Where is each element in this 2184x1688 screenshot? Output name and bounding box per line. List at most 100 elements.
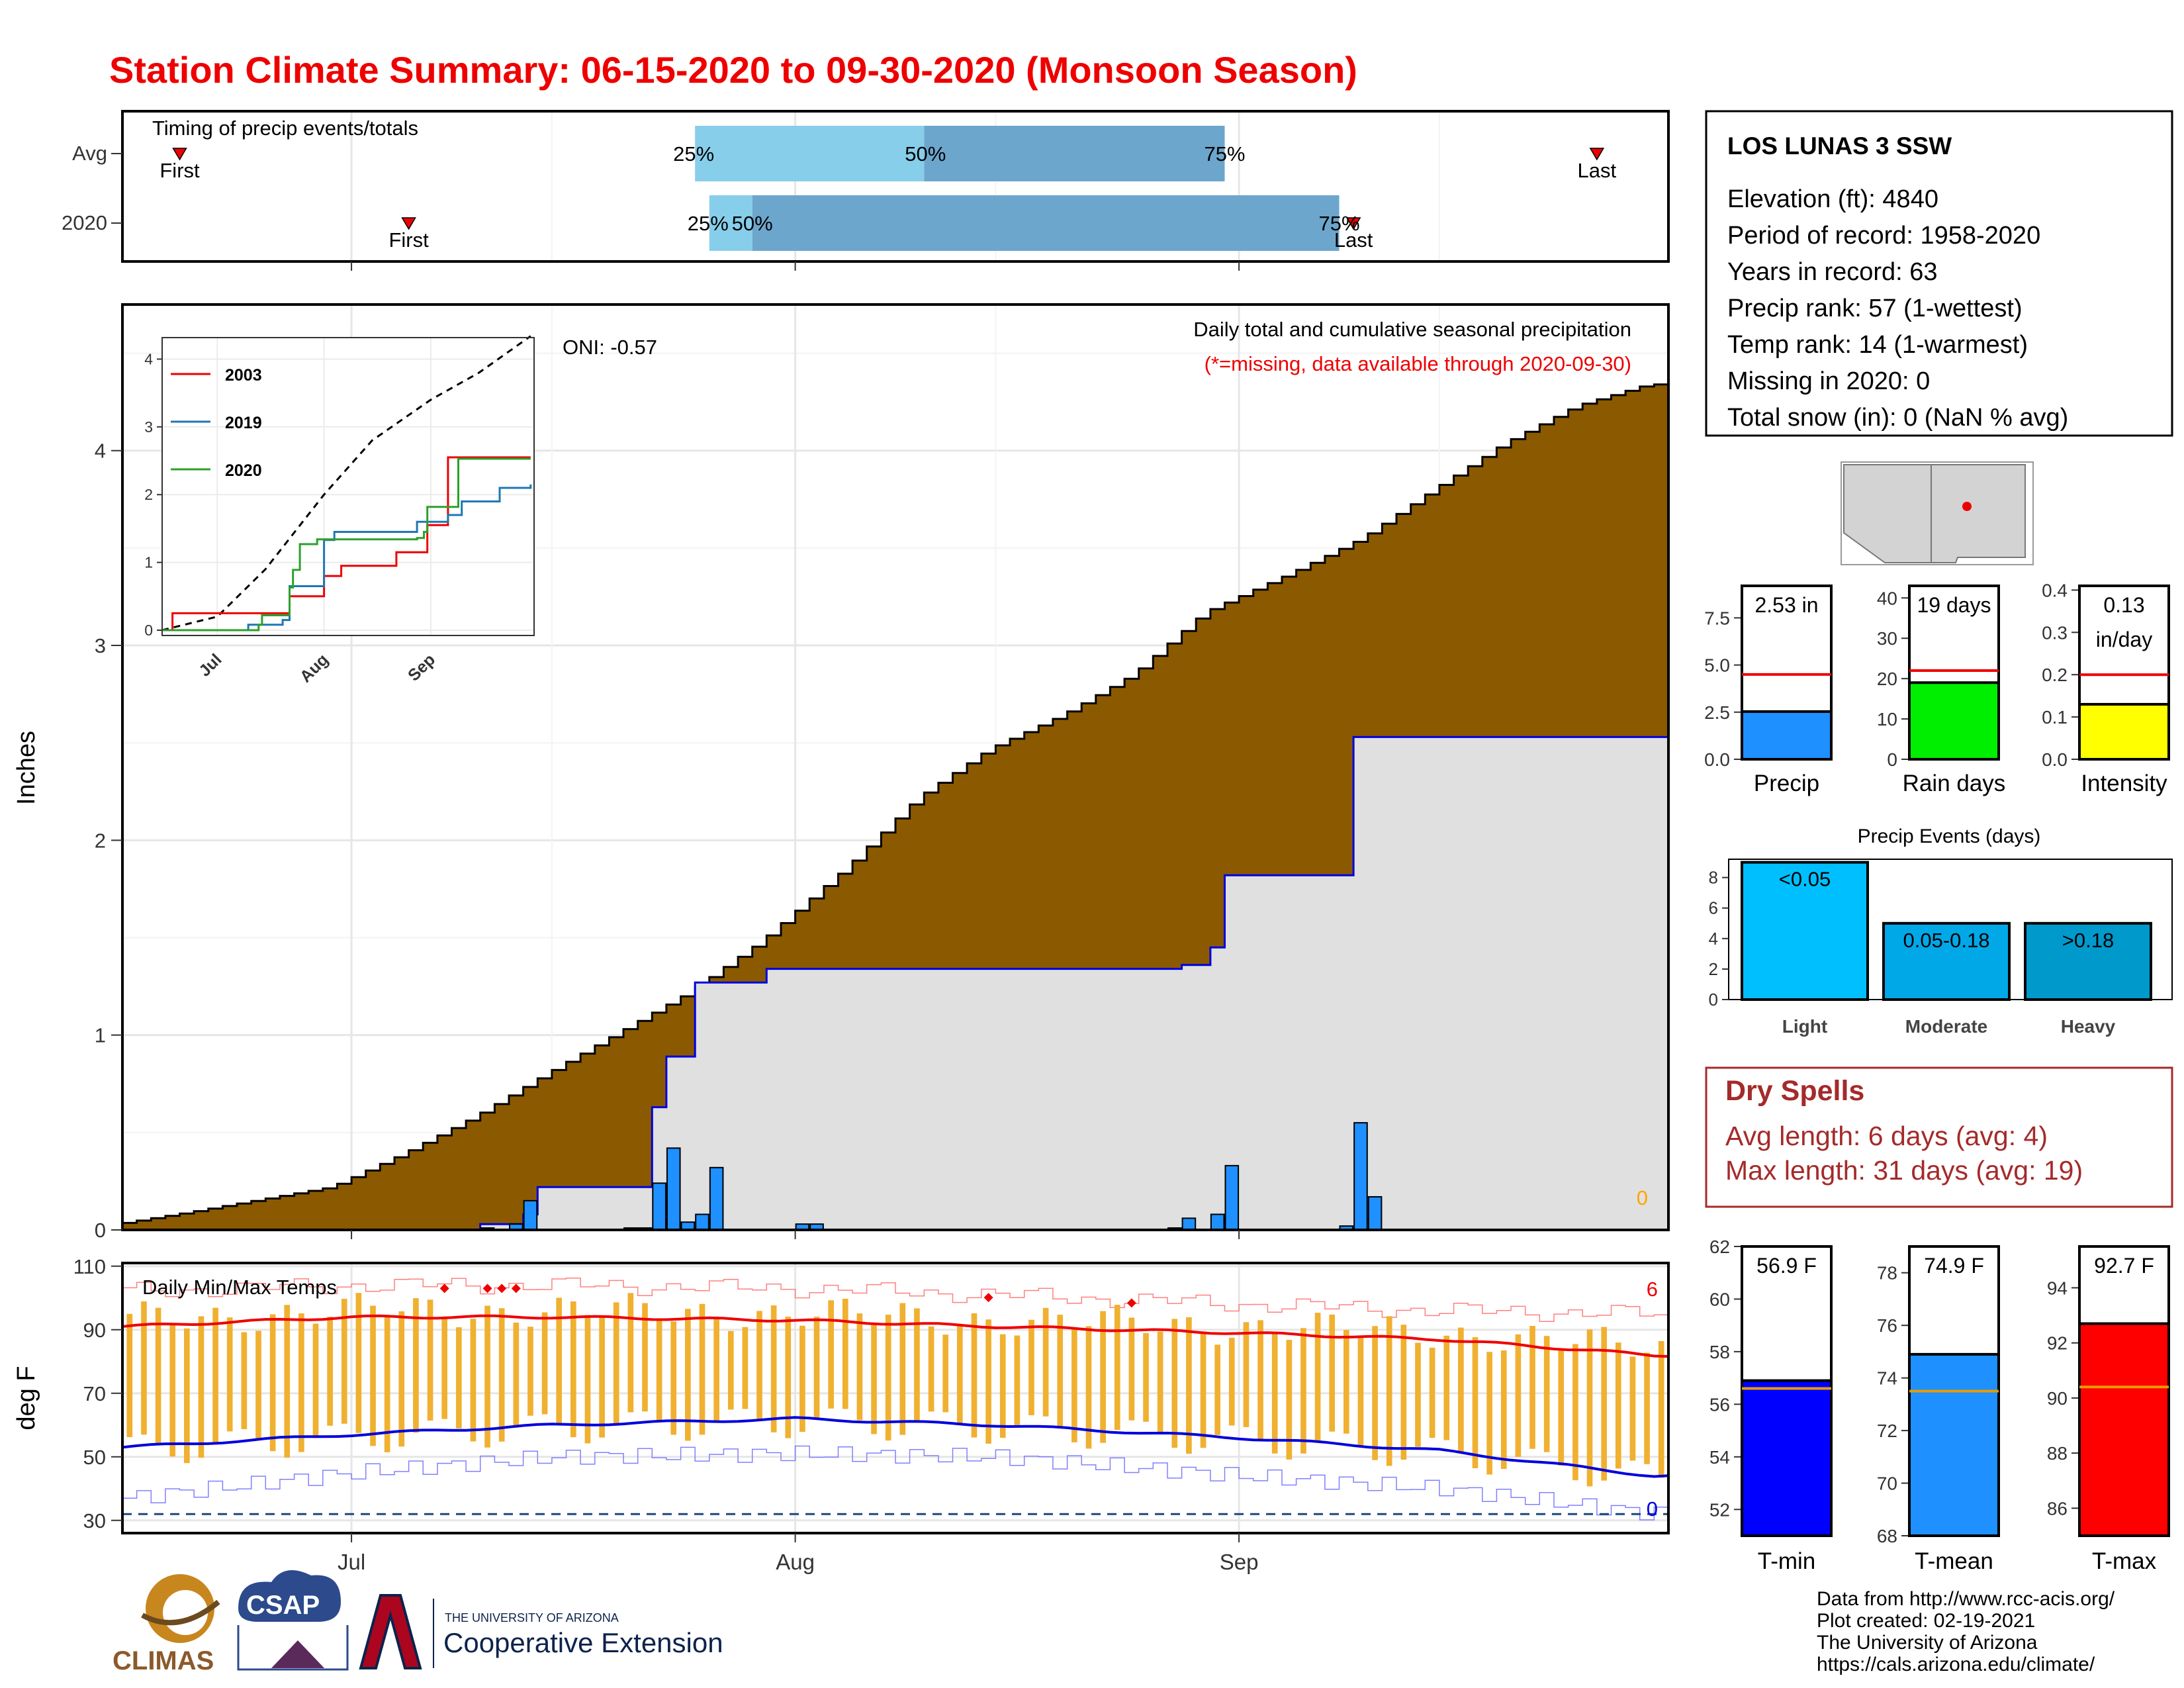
events-ytick-label: 6 bbox=[1709, 898, 1718, 918]
timing-2020-last-label: Last bbox=[1334, 228, 1373, 252]
daily-temp-bar bbox=[642, 1303, 648, 1412]
daily-temp-bar bbox=[355, 1293, 362, 1433]
station-period: Period of record: 1958-2020 bbox=[1727, 222, 2040, 250]
daily-temp-bar bbox=[656, 1319, 662, 1422]
precip-event-bar-heavy bbox=[2024, 921, 2152, 1001]
footer-university: The University of Arizona bbox=[1817, 1632, 2038, 1654]
temp-ytick-label: 50 bbox=[83, 1446, 106, 1469]
summary-bar-1-value-label: 19 days bbox=[1917, 593, 1991, 617]
temp-summary-bar-0-value-bar bbox=[1741, 1379, 1833, 1538]
timing-avg-p25-label: 25% bbox=[673, 142, 714, 165]
daily-temp-bar bbox=[1515, 1334, 1522, 1457]
daily-temp-bar bbox=[1042, 1307, 1049, 1417]
inset-legend-2020: 2020 bbox=[225, 461, 262, 480]
daily-temp-bar bbox=[1400, 1325, 1407, 1460]
footer-data-source: Data from http://www.rcc-acis.org/ bbox=[1817, 1588, 2115, 1610]
temp-summary-bar-2-ytick-label: 92 bbox=[2047, 1333, 2068, 1354]
dry-spells-title: Dry Spells bbox=[1725, 1075, 1864, 1107]
daily-precip-bar bbox=[1210, 1213, 1225, 1231]
timing-row-label-avg: Avg bbox=[72, 142, 107, 165]
precip-ytick-label: 1 bbox=[95, 1024, 106, 1047]
daily-temp-bar bbox=[1028, 1319, 1034, 1415]
station-location-marker bbox=[1962, 502, 1972, 511]
summary-bar-0-ytick-label: 0.0 bbox=[1704, 749, 1730, 770]
temp-summary-bar-0-ytick-label: 56 bbox=[1709, 1394, 1730, 1415]
daily-temp-bar bbox=[856, 1313, 863, 1421]
daily-temp-bar bbox=[1186, 1317, 1192, 1454]
daily-temp-bar bbox=[914, 1308, 920, 1422]
precip-panel: Inches 0 1 2 3 4 Daily total and cumulative … bbox=[13, 303, 1670, 1242]
precip-events-chart: Precip Events (days) 0 2 4 6 8 <0.05 Light 0.05… bbox=[1709, 825, 2173, 1037]
daily-temp-bar bbox=[1228, 1337, 1235, 1426]
station-missing: Missing in 2020: 0 bbox=[1727, 367, 1930, 395]
daily-temp-bar bbox=[1014, 1335, 1021, 1425]
daily-temp-bar bbox=[126, 1313, 133, 1438]
daily-temp-bar bbox=[1443, 1335, 1450, 1440]
station-info-box: LOS LUNAS 3 SSW Elevation (ft): 4840 Per… bbox=[1705, 110, 2173, 437]
precip-event-bar-label: >0.18 bbox=[2062, 929, 2114, 952]
daily-temp-bar bbox=[770, 1305, 777, 1432]
daily-temp-bar bbox=[1257, 1320, 1263, 1440]
timing-bar-q1 bbox=[709, 195, 752, 251]
first-event-marker bbox=[401, 217, 416, 230]
temp-summary-bar-0-ytick-label: 58 bbox=[1709, 1342, 1730, 1362]
xlabel-jul: Jul bbox=[338, 1550, 365, 1574]
daily-temp-bar bbox=[241, 1332, 248, 1430]
timing-bar-q2 bbox=[752, 195, 1340, 251]
daily-temp-bar bbox=[284, 1305, 291, 1458]
daily-temp-bar bbox=[1386, 1316, 1392, 1466]
summary-bar-2-ytick-label: 0.3 bbox=[2042, 622, 2068, 643]
daily-temp-bar bbox=[455, 1327, 462, 1429]
daily-temp-bar bbox=[184, 1328, 190, 1464]
events-ytick-label: 0 bbox=[1709, 990, 1718, 1009]
daily-temp-bar bbox=[699, 1303, 705, 1435]
events-ytick-label: 2 bbox=[1709, 959, 1718, 979]
daily-temp-bar bbox=[813, 1317, 820, 1419]
daily-temp-bar bbox=[742, 1327, 749, 1409]
daily-temp-bar bbox=[1200, 1332, 1206, 1448]
daily-temp-bar bbox=[413, 1298, 419, 1433]
climas-logo: CLIMAS bbox=[113, 1574, 220, 1675]
daily-temp-bar bbox=[899, 1303, 906, 1435]
tmin-avg-line bbox=[122, 1416, 1669, 1478]
daily-temp-bar bbox=[1343, 1330, 1349, 1434]
precip-event-bar-light bbox=[1741, 861, 1869, 1001]
daily-temp-bar bbox=[513, 1323, 520, 1428]
cumulative-2020-area bbox=[122, 737, 1668, 1230]
daily-temp-bar bbox=[957, 1324, 963, 1424]
temp-summary-bar-1-ytick-label: 72 bbox=[1877, 1421, 1897, 1441]
station-name: LOS LUNAS 3 SSW bbox=[1727, 132, 1952, 160]
temp-summary-bar-0-value-label: 56.9 F bbox=[1756, 1254, 1817, 1278]
new-record-high-marker bbox=[1126, 1298, 1136, 1308]
daily-temp-bar bbox=[212, 1307, 218, 1444]
temp-ytick-label: 70 bbox=[83, 1382, 106, 1405]
record-low-line bbox=[122, 1445, 1668, 1521]
daily-temp-bar bbox=[599, 1316, 605, 1438]
temp-summary-bar-2-ytick-label: 86 bbox=[2047, 1498, 2068, 1519]
record-low-count: 0 bbox=[1647, 1497, 1658, 1521]
csap-logo-text: CSAP bbox=[246, 1591, 320, 1620]
daily-temp-bar bbox=[756, 1311, 762, 1419]
inset-ytick-label: 2 bbox=[144, 486, 153, 503]
daily-temp-bar bbox=[1372, 1326, 1378, 1460]
inset-line-2019 bbox=[162, 484, 532, 632]
avg-cumulative-line bbox=[122, 383, 1668, 1224]
daily-temp-bar bbox=[1601, 1327, 1607, 1481]
new-record-high-marker bbox=[511, 1284, 521, 1293]
daily-temp-bar bbox=[971, 1313, 978, 1438]
daily-temp-bar bbox=[1529, 1326, 1535, 1449]
daily-temp-bar bbox=[155, 1307, 161, 1444]
station-years: Years in record: 63 bbox=[1727, 258, 1938, 286]
page-title: Station Climate Summary: 06-15-2020 to 0… bbox=[109, 49, 1357, 91]
daily-temp-bar bbox=[1329, 1314, 1336, 1432]
temp-summary-bar-1-ytick-label: 68 bbox=[1877, 1526, 1897, 1546]
daily-temp-bar bbox=[828, 1300, 834, 1409]
station-temp-rank: Temp rank: 14 (1-warmest) bbox=[1727, 331, 2028, 359]
daily-precip-bar bbox=[709, 1166, 724, 1231]
timing-avg-p50-label: 50% bbox=[905, 142, 946, 165]
daily-temp-bar bbox=[327, 1317, 333, 1426]
daily-temp-bar bbox=[312, 1323, 319, 1438]
timing-bar-q2 bbox=[924, 126, 1225, 181]
daily-temp-bar bbox=[541, 1312, 548, 1415]
temp-panel-label: Daily Min/Max Temps bbox=[142, 1276, 337, 1299]
